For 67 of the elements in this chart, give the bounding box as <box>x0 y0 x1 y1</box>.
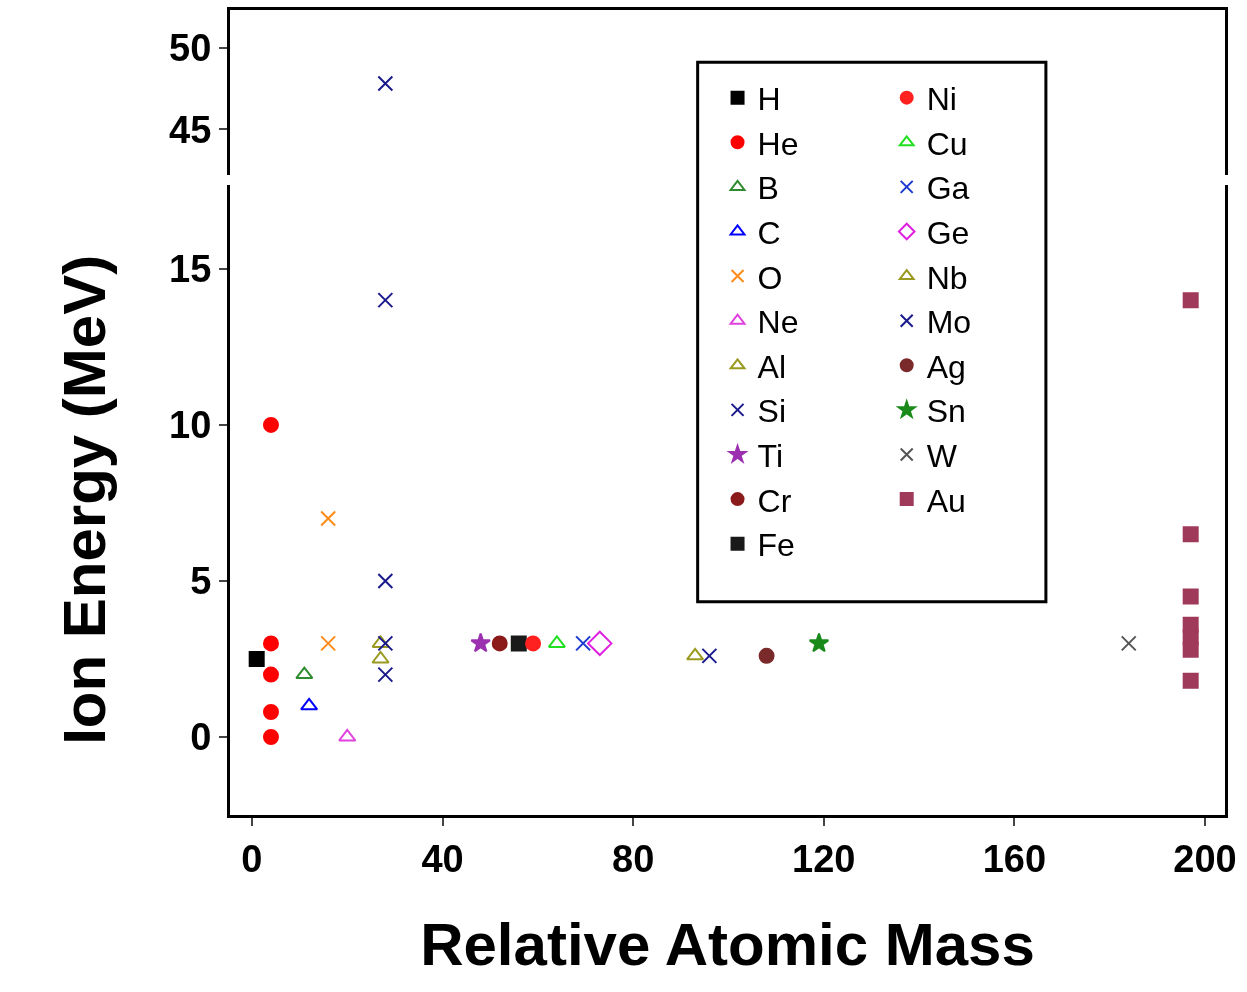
point <box>262 416 279 433</box>
y-tick-label: 15 <box>169 248 212 291</box>
legend-label: W <box>926 437 958 474</box>
point <box>758 647 775 664</box>
y-tick-label: 50 <box>169 26 212 69</box>
point <box>1120 635 1137 652</box>
point <box>510 635 527 652</box>
y-tick-label: 45 <box>169 108 212 151</box>
x-tick-label: 40 <box>421 837 464 880</box>
point <box>491 635 508 652</box>
point <box>262 728 279 745</box>
point <box>371 650 390 664</box>
point <box>701 647 718 664</box>
legend-label: Cu <box>926 125 968 162</box>
legend-label: O <box>757 259 783 296</box>
point <box>808 632 830 653</box>
point <box>295 666 314 680</box>
point <box>1182 641 1199 658</box>
point <box>377 572 394 589</box>
legend-label: Ti <box>757 437 784 474</box>
legend-label: Ag <box>926 348 966 385</box>
legend-label: He <box>757 125 799 162</box>
legend-label: H <box>757 81 781 118</box>
y-tick-label: 10 <box>169 404 212 447</box>
x-tick-label: 80 <box>612 837 655 880</box>
x-axis-title: Relative Atomic Mass <box>420 911 1035 979</box>
x-tick-label: 200 <box>1173 837 1237 880</box>
x-tick-label: 160 <box>982 837 1047 880</box>
point <box>248 650 265 667</box>
legend-label: Fe <box>757 527 795 564</box>
x-tick-label: 120 <box>792 837 856 880</box>
y-axis-title: Ion Energy (MeV) <box>50 254 118 745</box>
legend-label: Ne <box>757 304 799 341</box>
y-tick-label: 5 <box>190 560 212 603</box>
legend-label: C <box>757 214 781 251</box>
x-tick-label: 0 <box>241 837 263 880</box>
point <box>470 632 491 653</box>
point <box>575 635 592 652</box>
legend-label: Au <box>926 482 966 519</box>
legend-label: Ga <box>926 170 970 207</box>
point <box>525 635 542 652</box>
legend-label: Ge <box>926 214 970 251</box>
legend-label: Ni <box>926 81 957 118</box>
y-tick-label: 0 <box>190 716 212 759</box>
legend-label: Si <box>757 393 786 430</box>
point <box>1182 292 1199 309</box>
legend-label: Sn <box>926 393 966 430</box>
legend-label: Cr <box>757 482 792 519</box>
legend-label: B <box>757 170 779 207</box>
point <box>686 647 705 661</box>
legend-label: Nb <box>926 259 968 296</box>
legend-label: Mo <box>926 304 972 341</box>
point <box>1182 672 1199 689</box>
point <box>377 666 394 683</box>
point <box>320 510 337 527</box>
point <box>1182 526 1199 543</box>
point <box>262 704 279 721</box>
point <box>300 697 319 711</box>
point <box>262 635 279 652</box>
point <box>587 630 613 657</box>
point <box>377 635 394 652</box>
point <box>377 292 394 309</box>
point <box>320 635 337 652</box>
point <box>1182 588 1199 605</box>
point <box>338 728 357 742</box>
point <box>262 666 279 683</box>
legend-label: Al <box>757 348 786 385</box>
